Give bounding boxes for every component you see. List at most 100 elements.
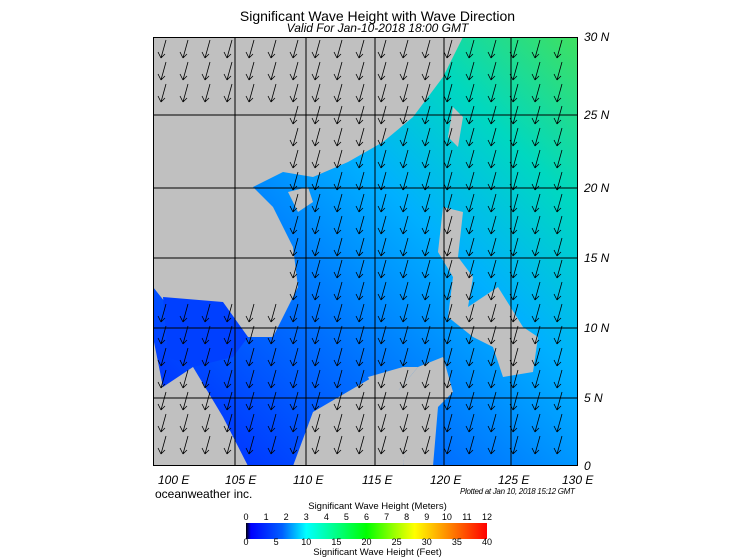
wave-direction-arrow xyxy=(509,303,519,323)
wave-direction-arrow xyxy=(487,83,497,103)
wave-direction-arrow xyxy=(465,391,475,411)
wave-direction-arrow xyxy=(223,83,233,103)
wave-direction-arrow xyxy=(465,347,475,367)
wave-direction-arrow xyxy=(465,193,475,213)
colorbar-tick-feet: 25 xyxy=(391,537,402,547)
wave-direction-arrow xyxy=(509,259,519,279)
colorbar-tick-meters: 7 xyxy=(384,512,390,522)
wave-direction-arrow xyxy=(399,435,409,455)
wave-direction-arrow xyxy=(443,369,453,389)
wave-direction-arrow xyxy=(157,435,167,455)
wave-direction-arrow xyxy=(245,39,255,59)
wave-direction-arrow xyxy=(487,171,497,191)
wave-direction-arrow xyxy=(179,369,189,389)
wave-direction-arrow xyxy=(355,413,365,433)
wave-direction-arrow xyxy=(509,193,519,213)
wave-direction-arrow xyxy=(553,83,563,103)
wave-direction-arrow xyxy=(311,215,321,235)
wave-direction-arrow xyxy=(443,61,453,81)
wave-direction-arrow xyxy=(487,325,497,345)
longitude-label: 105 E xyxy=(225,473,257,487)
wave-direction-arrow xyxy=(179,325,189,345)
wave-direction-arrow xyxy=(223,435,233,455)
wave-direction-arrow xyxy=(311,193,321,213)
wave-direction-arrow xyxy=(201,83,211,103)
map-title: Significant Wave Height with Wave Direct… xyxy=(239,8,516,24)
wave-direction-arrow xyxy=(421,39,431,59)
wave-direction-arrow xyxy=(465,281,475,301)
wave-direction-arrow xyxy=(399,237,409,257)
wave-direction-arrow xyxy=(531,193,541,213)
wave-direction-arrow xyxy=(333,391,343,411)
wave-direction-arrow xyxy=(531,435,541,455)
wave-direction-arrow xyxy=(443,105,453,125)
wave-direction-arrow xyxy=(267,61,277,81)
wave-direction-arrow xyxy=(553,105,563,125)
wave-direction-arrow xyxy=(399,215,409,235)
colorbar-tick-feet: 15 xyxy=(331,537,342,547)
wave-direction-arrow xyxy=(311,105,321,125)
wave-direction-arrow xyxy=(223,303,233,323)
wave-direction-arrow xyxy=(509,171,519,191)
wave-direction-arrow xyxy=(531,215,541,235)
longitude-label: 115 E xyxy=(362,473,393,487)
wave-direction-arrow xyxy=(333,171,343,191)
plotted-timestamp: Plotted at Jan 10, 2018 15:12 GMT xyxy=(460,487,575,496)
wave-direction-arrow xyxy=(311,171,321,191)
wave-direction-arrow xyxy=(333,347,343,367)
wave-direction-arrow xyxy=(553,193,563,213)
wave-direction-arrow xyxy=(421,149,431,169)
wave-direction-arrow xyxy=(509,105,519,125)
wave-direction-arrow xyxy=(157,39,167,59)
colorbar-tick-meters: 2 xyxy=(283,512,289,522)
wave-direction-arrow xyxy=(421,281,431,301)
wave-direction-arrow xyxy=(311,303,321,323)
wave-direction-arrow xyxy=(311,83,321,103)
colorbar-tick-feet: 30 xyxy=(421,537,432,547)
wave-direction-arrow xyxy=(443,127,453,147)
wave-direction-arrow xyxy=(531,413,541,433)
wave-direction-arrow xyxy=(399,83,409,103)
wave-direction-arrow xyxy=(487,237,497,257)
wave-direction-arrow xyxy=(267,413,277,433)
wave-direction-arrow xyxy=(245,435,255,455)
wave-direction-arrow xyxy=(311,413,321,433)
wave-direction-arrow xyxy=(179,347,189,367)
wave-direction-arrow xyxy=(311,39,321,59)
wave-direction-arrow xyxy=(245,347,255,367)
wave-direction-arrow xyxy=(157,325,167,345)
wave-direction-arrow xyxy=(267,435,277,455)
wave-direction-arrow xyxy=(355,281,365,301)
wave-direction-arrow xyxy=(487,215,497,235)
wave-direction-arrow xyxy=(289,391,299,411)
wave-direction-arrow xyxy=(443,215,453,235)
wave-direction-arrow xyxy=(377,237,387,257)
wave-direction-arrow xyxy=(289,325,299,345)
wave-direction-arrow xyxy=(289,61,299,81)
wave-direction-arrow xyxy=(377,369,387,389)
wave-direction-arrow xyxy=(553,39,563,59)
colorbar-tick-meters: 10 xyxy=(441,512,452,522)
wave-direction-arrow xyxy=(553,303,563,323)
wave-direction-arrow xyxy=(157,391,167,411)
wave-direction-arrow xyxy=(289,303,299,323)
wave-direction-arrow xyxy=(487,105,497,125)
wave-direction-arrow xyxy=(443,281,453,301)
wave-direction-arrow xyxy=(465,325,475,345)
wave-direction-arrow xyxy=(487,369,497,389)
wave-direction-arrow xyxy=(487,149,497,169)
wave-direction-arrow xyxy=(509,369,519,389)
latitude-label: 0 xyxy=(584,459,591,473)
wave-direction-arrow xyxy=(531,105,541,125)
wave-direction-arrow xyxy=(443,391,453,411)
wave-direction-arrow xyxy=(289,171,299,191)
wave-height-map xyxy=(153,37,578,466)
wave-direction-arrow xyxy=(245,391,255,411)
wave-direction-arrow xyxy=(201,61,211,81)
wave-direction-arrow xyxy=(157,83,167,103)
wave-direction-arrow xyxy=(311,149,321,169)
wave-direction-arrow xyxy=(201,369,211,389)
wave-direction-arrow xyxy=(333,237,343,257)
wave-direction-arrow xyxy=(333,83,343,103)
wave-direction-arrow xyxy=(355,171,365,191)
